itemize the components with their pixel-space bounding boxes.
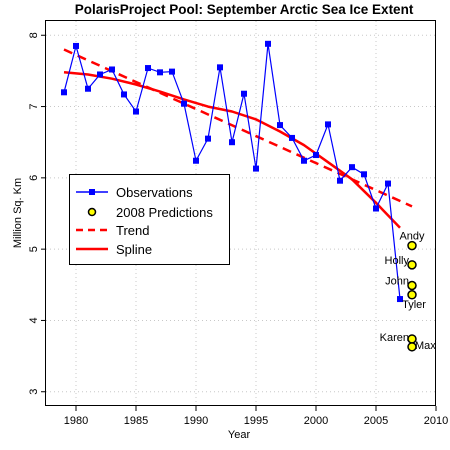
prediction-label: Max — [415, 340, 436, 352]
legend-trend-label: Trend — [116, 223, 149, 238]
y-tick-label: 5 — [28, 246, 40, 252]
observation-point — [337, 177, 343, 184]
plot-frame — [45, 20, 436, 406]
prediction-point — [407, 342, 417, 352]
series-layer: Andy Holly John Tyler Karen Max — [61, 40, 436, 352]
observation-point — [265, 40, 271, 47]
legend-predictions-marker — [87, 207, 97, 217]
axes: 1980 1985 1990 1995 2000 2005 2010 3 4 5 6 7 8 — [28, 32, 448, 427]
observation-point — [73, 42, 79, 49]
observation-point — [229, 139, 235, 146]
observation-point — [349, 164, 355, 171]
y-tick-label: 8 — [28, 32, 40, 38]
prediction-point — [407, 240, 417, 251]
observation-point — [361, 171, 367, 178]
prediction-label: Tyler — [402, 299, 426, 311]
observation-point — [397, 296, 403, 303]
x-axis-label: Year — [228, 429, 251, 441]
x-tick-label: 1980 — [64, 415, 88, 427]
chart-title: PolarisProject Pool: September Arctic Se… — [75, 2, 414, 17]
x-tick-label: 2010 — [424, 415, 448, 427]
prediction-label: Andy — [399, 231, 425, 243]
spline-line — [63, 71, 401, 229]
observation-point — [205, 135, 211, 142]
observation-point — [277, 122, 283, 129]
observation-point — [241, 90, 247, 97]
legend-observations-label: Observations — [116, 185, 193, 200]
y-tick-label: 3 — [28, 389, 40, 395]
observation-point — [217, 64, 223, 71]
observation-point — [253, 165, 259, 172]
legend: Observations 2008 Predictions Trend Spli… — [69, 174, 230, 265]
legend-spline-label: Spline — [116, 242, 152, 257]
prediction-label: Karen — [380, 332, 409, 344]
x-tick-label: 2005 — [364, 415, 388, 427]
x-tick-label: 1985 — [124, 415, 148, 427]
prediction-point — [407, 290, 417, 300]
x-tick-label: 2000 — [304, 415, 328, 427]
x-tick-label: 1995 — [244, 415, 268, 427]
observation-point — [181, 100, 187, 107]
observation-point — [373, 205, 379, 212]
observation-point — [145, 65, 151, 72]
y-tick-label: 7 — [28, 103, 40, 109]
observation-point — [313, 152, 319, 159]
observation-point — [133, 108, 139, 115]
observation-point — [193, 157, 199, 164]
observation-point — [97, 71, 103, 78]
observation-point — [301, 157, 307, 164]
observation-point — [289, 134, 295, 141]
y-axis-label: Million Sq. Km — [12, 178, 24, 248]
observation-point — [61, 89, 67, 96]
observation-point — [85, 85, 91, 92]
legend-observations-marker — [89, 189, 95, 195]
prediction-point — [407, 280, 417, 291]
observation-point — [325, 121, 331, 128]
x-tick-label: 1990 — [184, 415, 208, 427]
y-tick-label: 4 — [28, 317, 40, 323]
y-tick-label: 6 — [28, 175, 40, 181]
observation-point — [169, 68, 175, 75]
observation-point — [109, 66, 115, 73]
observation-point — [385, 180, 391, 187]
prediction-label: Holly — [385, 255, 410, 267]
observation-point — [157, 69, 163, 76]
prediction-label: John — [385, 276, 409, 288]
legend-predictions-label: 2008 Predictions — [116, 205, 213, 220]
observation-point — [121, 91, 127, 98]
prediction-point — [407, 260, 417, 270]
